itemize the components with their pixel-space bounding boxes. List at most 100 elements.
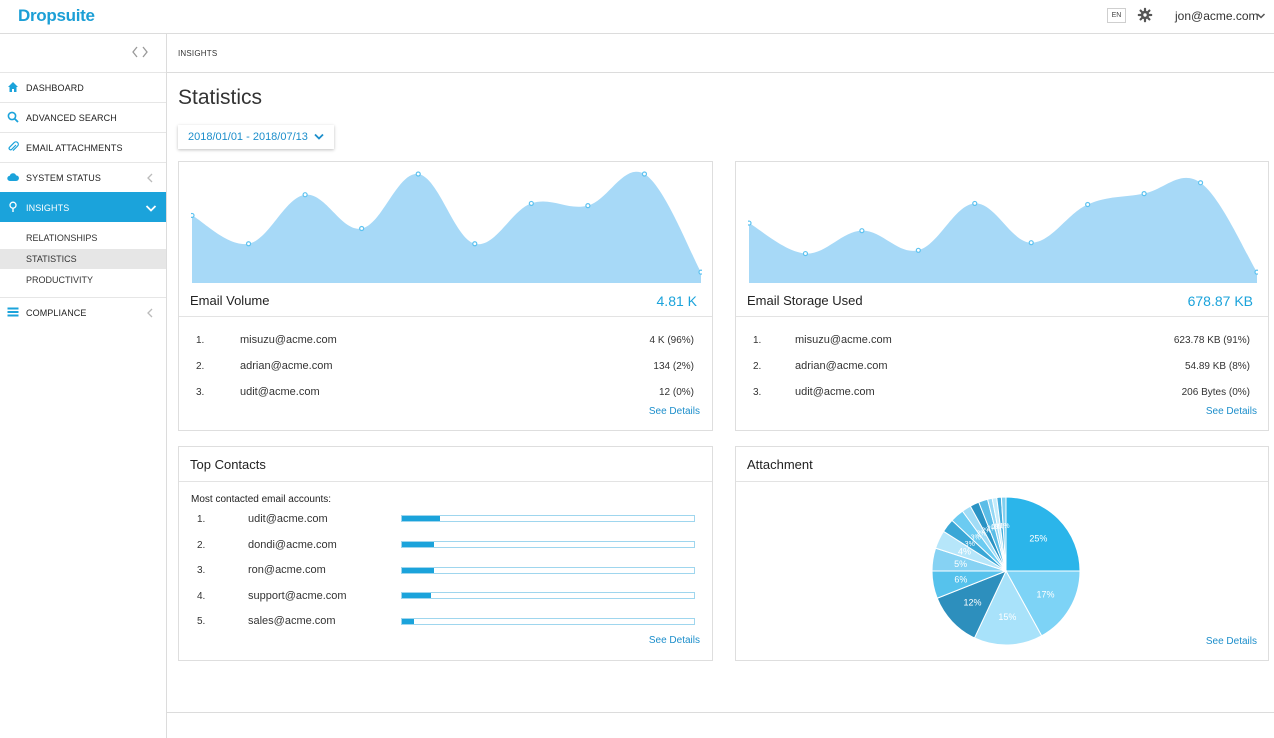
- email-volume-total: 4.81 K: [656, 293, 697, 309]
- row-value: 4 K (96%): [649, 335, 694, 346]
- sidebar-subitem-label: PRODUCTIVITY: [26, 275, 94, 285]
- pie-slice-label: 4%: [958, 546, 971, 556]
- contact-progress-fill: [402, 516, 440, 521]
- row-index: 1.: [196, 335, 205, 346]
- user-menu[interactable]: jon@acme.com: [1175, 9, 1259, 23]
- paperclip-icon: [8, 141, 19, 152]
- row-index: 3.: [197, 565, 206, 576]
- pie-slice[interactable]: [1000, 496, 1007, 572]
- attachment-card: Attachment 25% 17% 15% 12% 6% 5% 4% 3% 3% 2% 2% 2% 1…: [735, 446, 1269, 661]
- lightbulb-icon: [9, 201, 17, 212]
- pie-slice-label: 25%: [1029, 534, 1047, 544]
- collapse-sidebar-icon[interactable]: [132, 46, 148, 58]
- data-point: [528, 200, 534, 207]
- pie-slice-label: 2%: [981, 527, 991, 534]
- pie-slice[interactable]: [973, 569, 1043, 646]
- pie-slice-label: 1%: [994, 524, 1004, 531]
- data-point: [1141, 191, 1147, 197]
- breadcrumb[interactable]: INSIGHTS: [178, 49, 218, 58]
- home-icon: [8, 82, 18, 92]
- pie-slice-label: 1%: [999, 523, 1009, 530]
- pie-slice[interactable]: [1005, 496, 1081, 572]
- pie-slice-label: 6%: [954, 575, 967, 585]
- data-point: [472, 241, 478, 247]
- row-index: 3.: [753, 387, 762, 398]
- data-point: [802, 250, 809, 257]
- pie-slice-label: 12%: [964, 597, 982, 607]
- data-point: [585, 203, 591, 209]
- row-value: 54.89 KB (8%): [1184, 361, 1250, 372]
- sidebar-item-insights[interactable]: INSIGHTS: [0, 192, 166, 222]
- data-point: [1028, 240, 1034, 246]
- email-volume-header: Email Volume 4.81 K: [179, 284, 712, 317]
- area-series: [192, 171, 701, 283]
- sidebar-item-label: SYSTEM STATUS: [26, 173, 101, 183]
- sidebar-item-dashboard[interactable]: DASHBOARD: [0, 72, 166, 102]
- data-point: [641, 171, 648, 177]
- sidebar-subitem-productivity[interactable]: PRODUCTIVITY: [0, 270, 166, 290]
- language-selector[interactable]: EN: [1107, 8, 1126, 23]
- sidebar-subitem-label: RELATIONSHIPS: [26, 233, 98, 243]
- sidebar-subitem-statistics[interactable]: STATISTICS: [0, 249, 166, 269]
- footer-divider: [167, 712, 1274, 713]
- chevron-down-icon: [145, 205, 157, 212]
- contact-progress-bar: [401, 592, 695, 599]
- email-storage-card: Email Storage Used 678.87 KB 1. misuzu@a…: [735, 161, 1269, 431]
- attachment-pie-chart: 25%17%15%12%6%5%4%3%3%2%2%2%1%1%1%1%: [931, 496, 1081, 646]
- pie-slice-label: 5%: [954, 559, 967, 569]
- pie-slice-label: 1%: [991, 524, 1001, 531]
- contact-progress-bar: [401, 618, 695, 625]
- sidebar: DASHBOARD ADVANCED SEARCH EMAIL ATTACHME…: [0, 34, 167, 738]
- see-details-link[interactable]: See Details: [1205, 406, 1257, 417]
- date-range-picker[interactable]: 2018/01/01 - 2018/07/13: [178, 125, 334, 149]
- sidebar-item-compliance[interactable]: COMPLIANCE: [0, 297, 166, 327]
- row-email: udit@acme.com: [248, 513, 328, 525]
- pie-slice-label: 17%: [1036, 589, 1054, 599]
- email-storage-total: 678.87 KB: [1187, 293, 1253, 309]
- cloud-icon: [7, 173, 19, 182]
- data-point: [859, 228, 865, 234]
- pie-slice-label: 2%: [987, 525, 997, 532]
- chevron-down-icon[interactable]: [1256, 11, 1266, 21]
- row-email: misuzu@acme.com: [240, 334, 337, 346]
- pie-slice[interactable]: [1005, 570, 1081, 637]
- search-icon: [7, 111, 19, 123]
- row-index: 2.: [196, 361, 205, 372]
- sidebar-item-label: DASHBOARD: [26, 83, 84, 93]
- sidebar-subitem-relationships[interactable]: RELATIONSHIPS: [0, 228, 166, 248]
- row-email: ron@acme.com: [248, 564, 326, 576]
- see-details-link[interactable]: See Details: [648, 635, 700, 646]
- sidebar-item-label: ADVANCED SEARCH: [26, 113, 117, 123]
- date-range-value: 2018/01/01 - 2018/07/13: [188, 131, 308, 143]
- contact-progress-bar: [401, 515, 695, 522]
- row-email: support@acme.com: [248, 590, 347, 602]
- see-details-link[interactable]: See Details: [648, 406, 700, 417]
- sidebar-item-system-status[interactable]: SYSTEM STATUS: [0, 162, 166, 192]
- top-contacts-title: Top Contacts: [190, 457, 266, 472]
- row-email: sales@acme.com: [248, 615, 336, 627]
- row-index: 1.: [197, 514, 206, 525]
- contact-progress-fill: [402, 593, 432, 598]
- row-index: 2.: [753, 361, 762, 372]
- row-value: 206 Bytes (0%): [1181, 387, 1250, 398]
- attachment-header: Attachment: [736, 447, 1268, 482]
- row-email: adrian@acme.com: [240, 360, 333, 372]
- list-icon: [7, 307, 19, 317]
- top-bar: Dropsuite EN jon@acme.com: [0, 0, 1274, 34]
- dropsuite-logo[interactable]: Dropsuite: [18, 6, 95, 25]
- area-series: [749, 177, 1257, 283]
- data-point: [245, 241, 252, 247]
- data-point: [191, 212, 195, 219]
- see-details-link[interactable]: See Details: [1205, 636, 1257, 647]
- data-point: [972, 200, 978, 207]
- email-storage-title: Email Storage Used: [747, 293, 863, 308]
- sidebar-item-email-attachments[interactable]: EMAIL ATTACHMENTS: [0, 132, 166, 162]
- contact-progress-bar: [401, 541, 695, 548]
- chevron-down-icon: [314, 133, 324, 140]
- contact-progress-fill: [402, 542, 435, 547]
- sidebar-item-label: EMAIL ATTACHMENTS: [26, 143, 123, 153]
- pie-slice-label: 2%: [976, 530, 986, 537]
- sidebar-subitem-label: STATISTICS: [26, 254, 77, 264]
- sidebar-item-advanced-search[interactable]: ADVANCED SEARCH: [0, 102, 166, 132]
- gear-icon[interactable]: [1137, 7, 1153, 23]
